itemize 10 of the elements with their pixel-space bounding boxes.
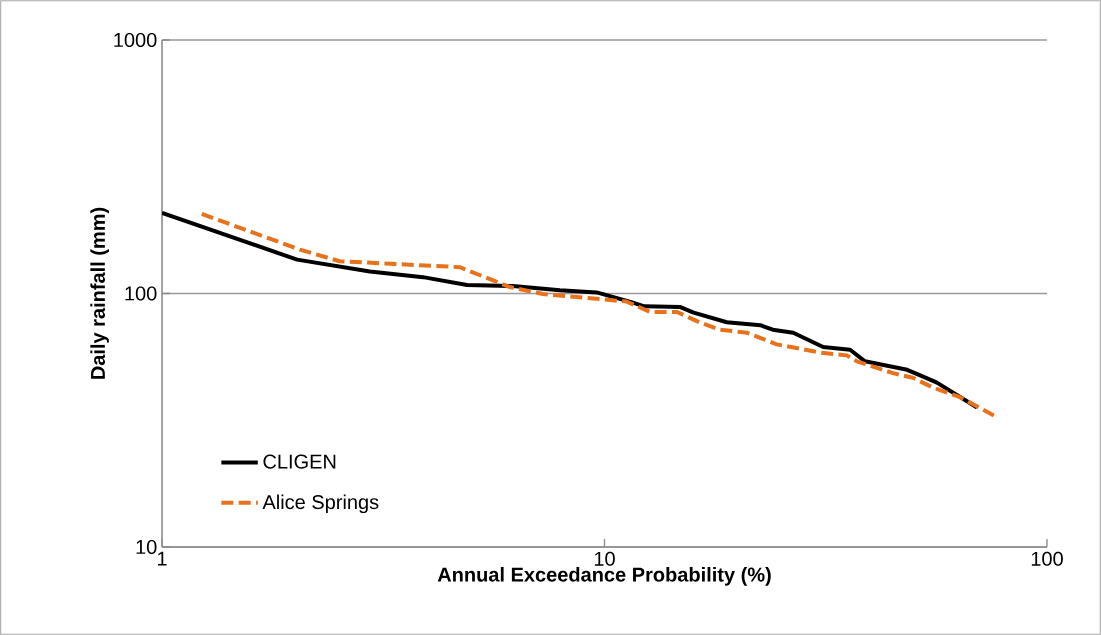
legend-label: CLIGEN xyxy=(263,454,336,469)
legend-label: Alice Springs xyxy=(262,494,379,514)
x-tick-label: 10 xyxy=(594,551,615,566)
x-axis-title: Annual Exceedance Probability (%) xyxy=(437,567,771,586)
y-axis-title: Daily rainfall (mm) xyxy=(90,207,109,379)
x-tick-label: 1 xyxy=(157,551,167,566)
y-tick-label: 100 xyxy=(125,286,157,301)
x-tick-label: 100 xyxy=(1031,551,1063,566)
y-tick-label: 10 xyxy=(136,539,157,555)
y-tick-label: 1000 xyxy=(114,32,157,48)
